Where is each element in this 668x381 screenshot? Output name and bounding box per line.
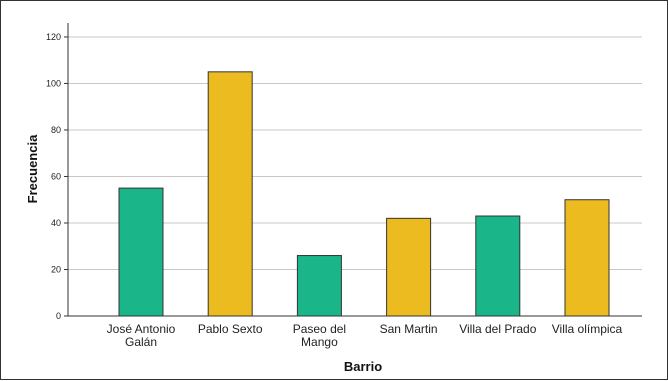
bar bbox=[296, 255, 342, 317]
bar bbox=[207, 71, 253, 317]
axes bbox=[64, 23, 642, 317]
y-tick-label: 20 bbox=[51, 264, 61, 274]
x-tick-label: San Martin bbox=[380, 322, 438, 336]
bar bbox=[475, 215, 521, 317]
y-tick-labels: 0 20 40 60 80 100 120 bbox=[46, 32, 61, 321]
y-axis-title: Frecuencia bbox=[25, 134, 40, 203]
x-tick-label: Pablo Sexto bbox=[198, 322, 263, 336]
y-tick-label: 100 bbox=[46, 78, 61, 88]
x-axis-title: Barrio bbox=[344, 359, 382, 374]
y-tick-label: 40 bbox=[51, 218, 61, 228]
y-tick-label: 60 bbox=[51, 171, 61, 181]
y-tick-label: 0 bbox=[56, 311, 61, 321]
bar bbox=[564, 199, 610, 317]
x-tick-labels: José Antonio Galán Pablo Sexto Paseo del Man… bbox=[107, 322, 623, 349]
bars bbox=[118, 71, 610, 317]
x-tick-label: José Antonio Galán bbox=[107, 322, 176, 349]
y-tick-label: 120 bbox=[46, 32, 61, 42]
y-tick-label: 80 bbox=[51, 125, 61, 135]
bar bbox=[118, 187, 164, 317]
gridlines bbox=[68, 36, 642, 270]
x-tick-label: Paseo del Mango bbox=[293, 322, 346, 349]
x-tick-label: Villa del Prado bbox=[459, 322, 536, 336]
bar bbox=[386, 217, 432, 317]
x-tick-label: Villa olímpica bbox=[552, 322, 623, 336]
